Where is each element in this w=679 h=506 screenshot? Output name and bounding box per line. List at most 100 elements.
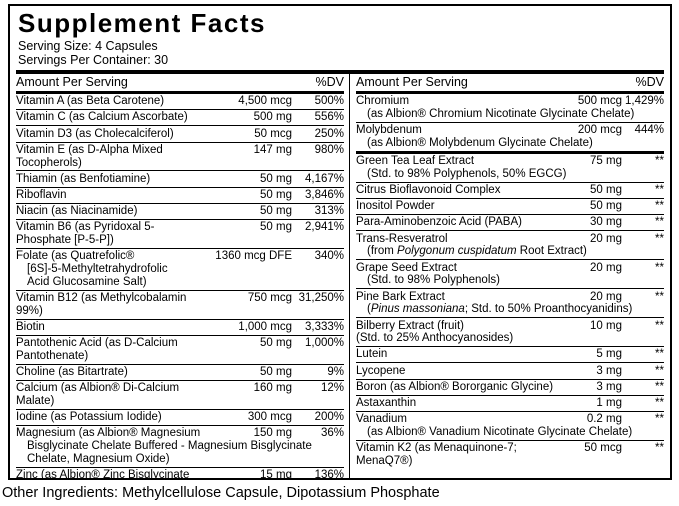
amount-value: 50 mg — [260, 172, 292, 185]
ingredient-name: Trans-Resveratrol — [356, 232, 448, 245]
amount-value: 50 mg — [260, 366, 292, 379]
column-header-right: Amount Per Serving %DV — [356, 74, 664, 94]
ingredient-detail: (as Albion® Vanadium Nicotinate Glycinat… — [367, 425, 633, 438]
table-row: Vitamin K2 (as Menaquinone-7; MenaQ7®) 50… — [356, 439, 664, 469]
ingredient-name: Lycopene — [356, 364, 406, 377]
ingredient-detail: (Std. to 25% Anthocyanosides) — [356, 332, 514, 345]
amount-value: 1360 mcg DFE — [215, 250, 292, 263]
ingredient-name: Astaxanthin — [356, 397, 417, 409]
daily-value: 4,167% — [304, 172, 344, 185]
table-row: Magnesium (as Albion® Magnesium 150 mg 36%… — [16, 425, 344, 467]
table-row: Bilberry Extract (fruit) 10 mg ** (Std. to … — [356, 317, 664, 346]
amount-value: 0.2 mg — [586, 413, 622, 426]
table-row: Vitamin C (as Calcium Ascorbate) 500 mg 55… — [16, 109, 344, 125]
daily-value: 1,000% — [304, 337, 344, 350]
ingredient-detail: (Std. to 98% Polyphenols) — [367, 274, 500, 287]
table-row: Vanadium 0.2 mg ** (as Albion® Vanadium Nic… — [356, 410, 664, 440]
table-row: Chromium 500 mcg 1,429% (as Albion® Chromiu… — [356, 94, 664, 122]
nutrient-rows-left: Vitamin A (as Beta Carotene) 4,500 mcg 500… — [16, 94, 344, 480]
nutrients-table: Amount Per Serving %DV Vitamin A (as Bet… — [16, 74, 664, 480]
ingredient-name: Green Tea Leaf Extract — [356, 155, 475, 168]
ingredient-name: Chromium — [356, 95, 410, 108]
amount-value: 50 mcg — [254, 127, 292, 140]
page-title: Supplement Facts — [18, 8, 266, 38]
table-row: Folate (as Quatrefolic® 1360 mcg DFE 340% [… — [16, 247, 344, 290]
ingredient-detail: Chelate, Magnesium Oxide) — [27, 452, 170, 465]
nutrients-column-right: Amount Per Serving %DV Chromium 500 mcg 1,… — [350, 74, 664, 478]
daily-value: ** — [655, 413, 664, 426]
ingredient-name: Lutein — [356, 348, 388, 361]
serving-size-text: Serving Size: 4 Capsules — [18, 39, 158, 53]
daily-value: ** — [655, 397, 664, 409]
ingredient-name: Pine Bark Extract — [356, 290, 445, 303]
percent-dv-label: %DV — [315, 75, 344, 89]
daily-value: ** — [655, 200, 664, 213]
ingredient-name: Grape Seed Extract — [356, 261, 457, 274]
table-row: Vitamin D3 (as Cholecalciferol) 50 mcg 250… — [16, 125, 344, 141]
daily-value: ** — [655, 184, 664, 197]
amount-value: 3 mg — [596, 380, 622, 393]
amount-value: 20 mg — [590, 261, 622, 274]
amount-value: 4,500 mcg — [238, 95, 292, 108]
ingredient-name: Calcium (as Albion® Di-Calcium Malate) — [16, 382, 180, 407]
ingredient-name: Folate (as Quatrefolic® — [16, 250, 135, 263]
daily-value: ** — [655, 155, 664, 168]
daily-value: 2,941% — [304, 221, 344, 234]
amount-value: 50 mg — [260, 205, 292, 218]
amount-value: 500 mcg — [577, 95, 622, 108]
daily-value: ** — [655, 319, 664, 332]
nutrient-rows-right: Chromium 500 mcg 1,429% (as Albion® Chromiu… — [356, 94, 664, 469]
daily-value: 31,250% — [298, 291, 344, 304]
table-row: Green Tea Leaf Extract 75 mg ** (Std. to 98… — [356, 150, 664, 182]
percent-dv-label: %DV — [635, 75, 664, 89]
ingredient-name: Vitamin D3 (as Cholecalciferol) — [16, 127, 174, 140]
ingredient-name: Iodine (as Potassium Iodide) — [16, 411, 162, 424]
table-row: Choline (as Bitartrate) 50 mg 9% — [16, 363, 344, 380]
ingredient-detail: (from Polygonum cuspidatum Root Extract) — [367, 245, 587, 258]
amount-value: 3 mg — [596, 364, 622, 377]
amount-value: 30 mg — [590, 216, 622, 229]
amount-value: 50 mg — [260, 188, 292, 201]
servings-per-container-text: Servings Per Container: 30 — [18, 53, 169, 67]
daily-value: ** — [655, 216, 664, 229]
daily-value: ** — [655, 364, 664, 377]
daily-value: 980% — [314, 143, 344, 156]
amount-value: 150 mg — [253, 427, 292, 440]
amount-value: 50 mg — [260, 337, 292, 350]
ingredient-detail: [6S]-5-Methyltetrahydrofolic — [27, 262, 168, 275]
ingredient-name: Bilberry Extract (fruit) — [356, 319, 464, 332]
ingredient-name: Riboflavin — [16, 188, 67, 201]
ingredient-name: Thiamin (as Benfotiamine) — [16, 172, 151, 185]
daily-value: ** — [655, 290, 664, 303]
ingredient-name: Vitamin C (as Calcium Ascorbate) — [16, 111, 188, 124]
table-row: Pine Bark Extract 20 mg ** (Pinus massonian… — [356, 288, 664, 317]
daily-value: ** — [655, 348, 664, 361]
ingredient-detail: Acid Glucosamine Salt) — [27, 275, 147, 288]
table-row: Vitamin A (as Beta Carotene) 4,500 mcg 500… — [16, 94, 344, 109]
table-row: Trans-Resveratrol 20 mg ** (from Polygonum … — [356, 230, 664, 259]
amount-value: 50 mcg — [584, 442, 622, 455]
amount-value: 5 mg — [596, 348, 622, 361]
table-row: Vitamin B12 (as Methylcobalamin 99%) 750 … — [16, 289, 344, 319]
table-row: Vitamin B6 (as Pyridoxal 5-Phosphate [P-… — [16, 219, 344, 248]
ingredient-name: Boron (as Albion® Bororganic Glycine) — [356, 380, 554, 393]
amount-per-serving-label: Amount Per Serving — [16, 75, 128, 89]
table-row: Thiamin (as Benfotiamine) 50 mg 4,167% — [16, 170, 344, 186]
amount-value: 1,000 mcg — [238, 320, 292, 333]
ingredient-name: Citrus Bioflavonoid Complex — [356, 184, 501, 197]
ingredient-detail: Bisglycinate Chelate Buffered - Magnesiu… — [27, 440, 312, 453]
daily-value: 500% — [314, 95, 344, 108]
ingredient-name: Zinc (as Albion® Zinc Bisglycinate Chela… — [16, 469, 190, 480]
ingredient-detail: (as Albion® Chromium Nicotinate Glycinat… — [367, 107, 635, 120]
table-row: Citrus Bioflavonoid Complex 50 mg ** — [356, 181, 664, 198]
daily-value: 136% — [314, 469, 344, 480]
amount-value: 147 mg — [253, 143, 292, 156]
table-row: Lycopene 3 mg ** — [356, 362, 664, 378]
table-row: Inositol Powder 50 mg ** — [356, 198, 664, 214]
daily-value: ** — [655, 232, 664, 245]
daily-value: 3,846% — [304, 188, 344, 201]
ingredient-name: Vitamin K2 (as Menaquinone-7; MenaQ7®) — [356, 442, 517, 467]
daily-value: ** — [655, 442, 664, 455]
table-row: Molybdenum 200 mcg 444% (as Albion® Molybde… — [356, 121, 664, 151]
